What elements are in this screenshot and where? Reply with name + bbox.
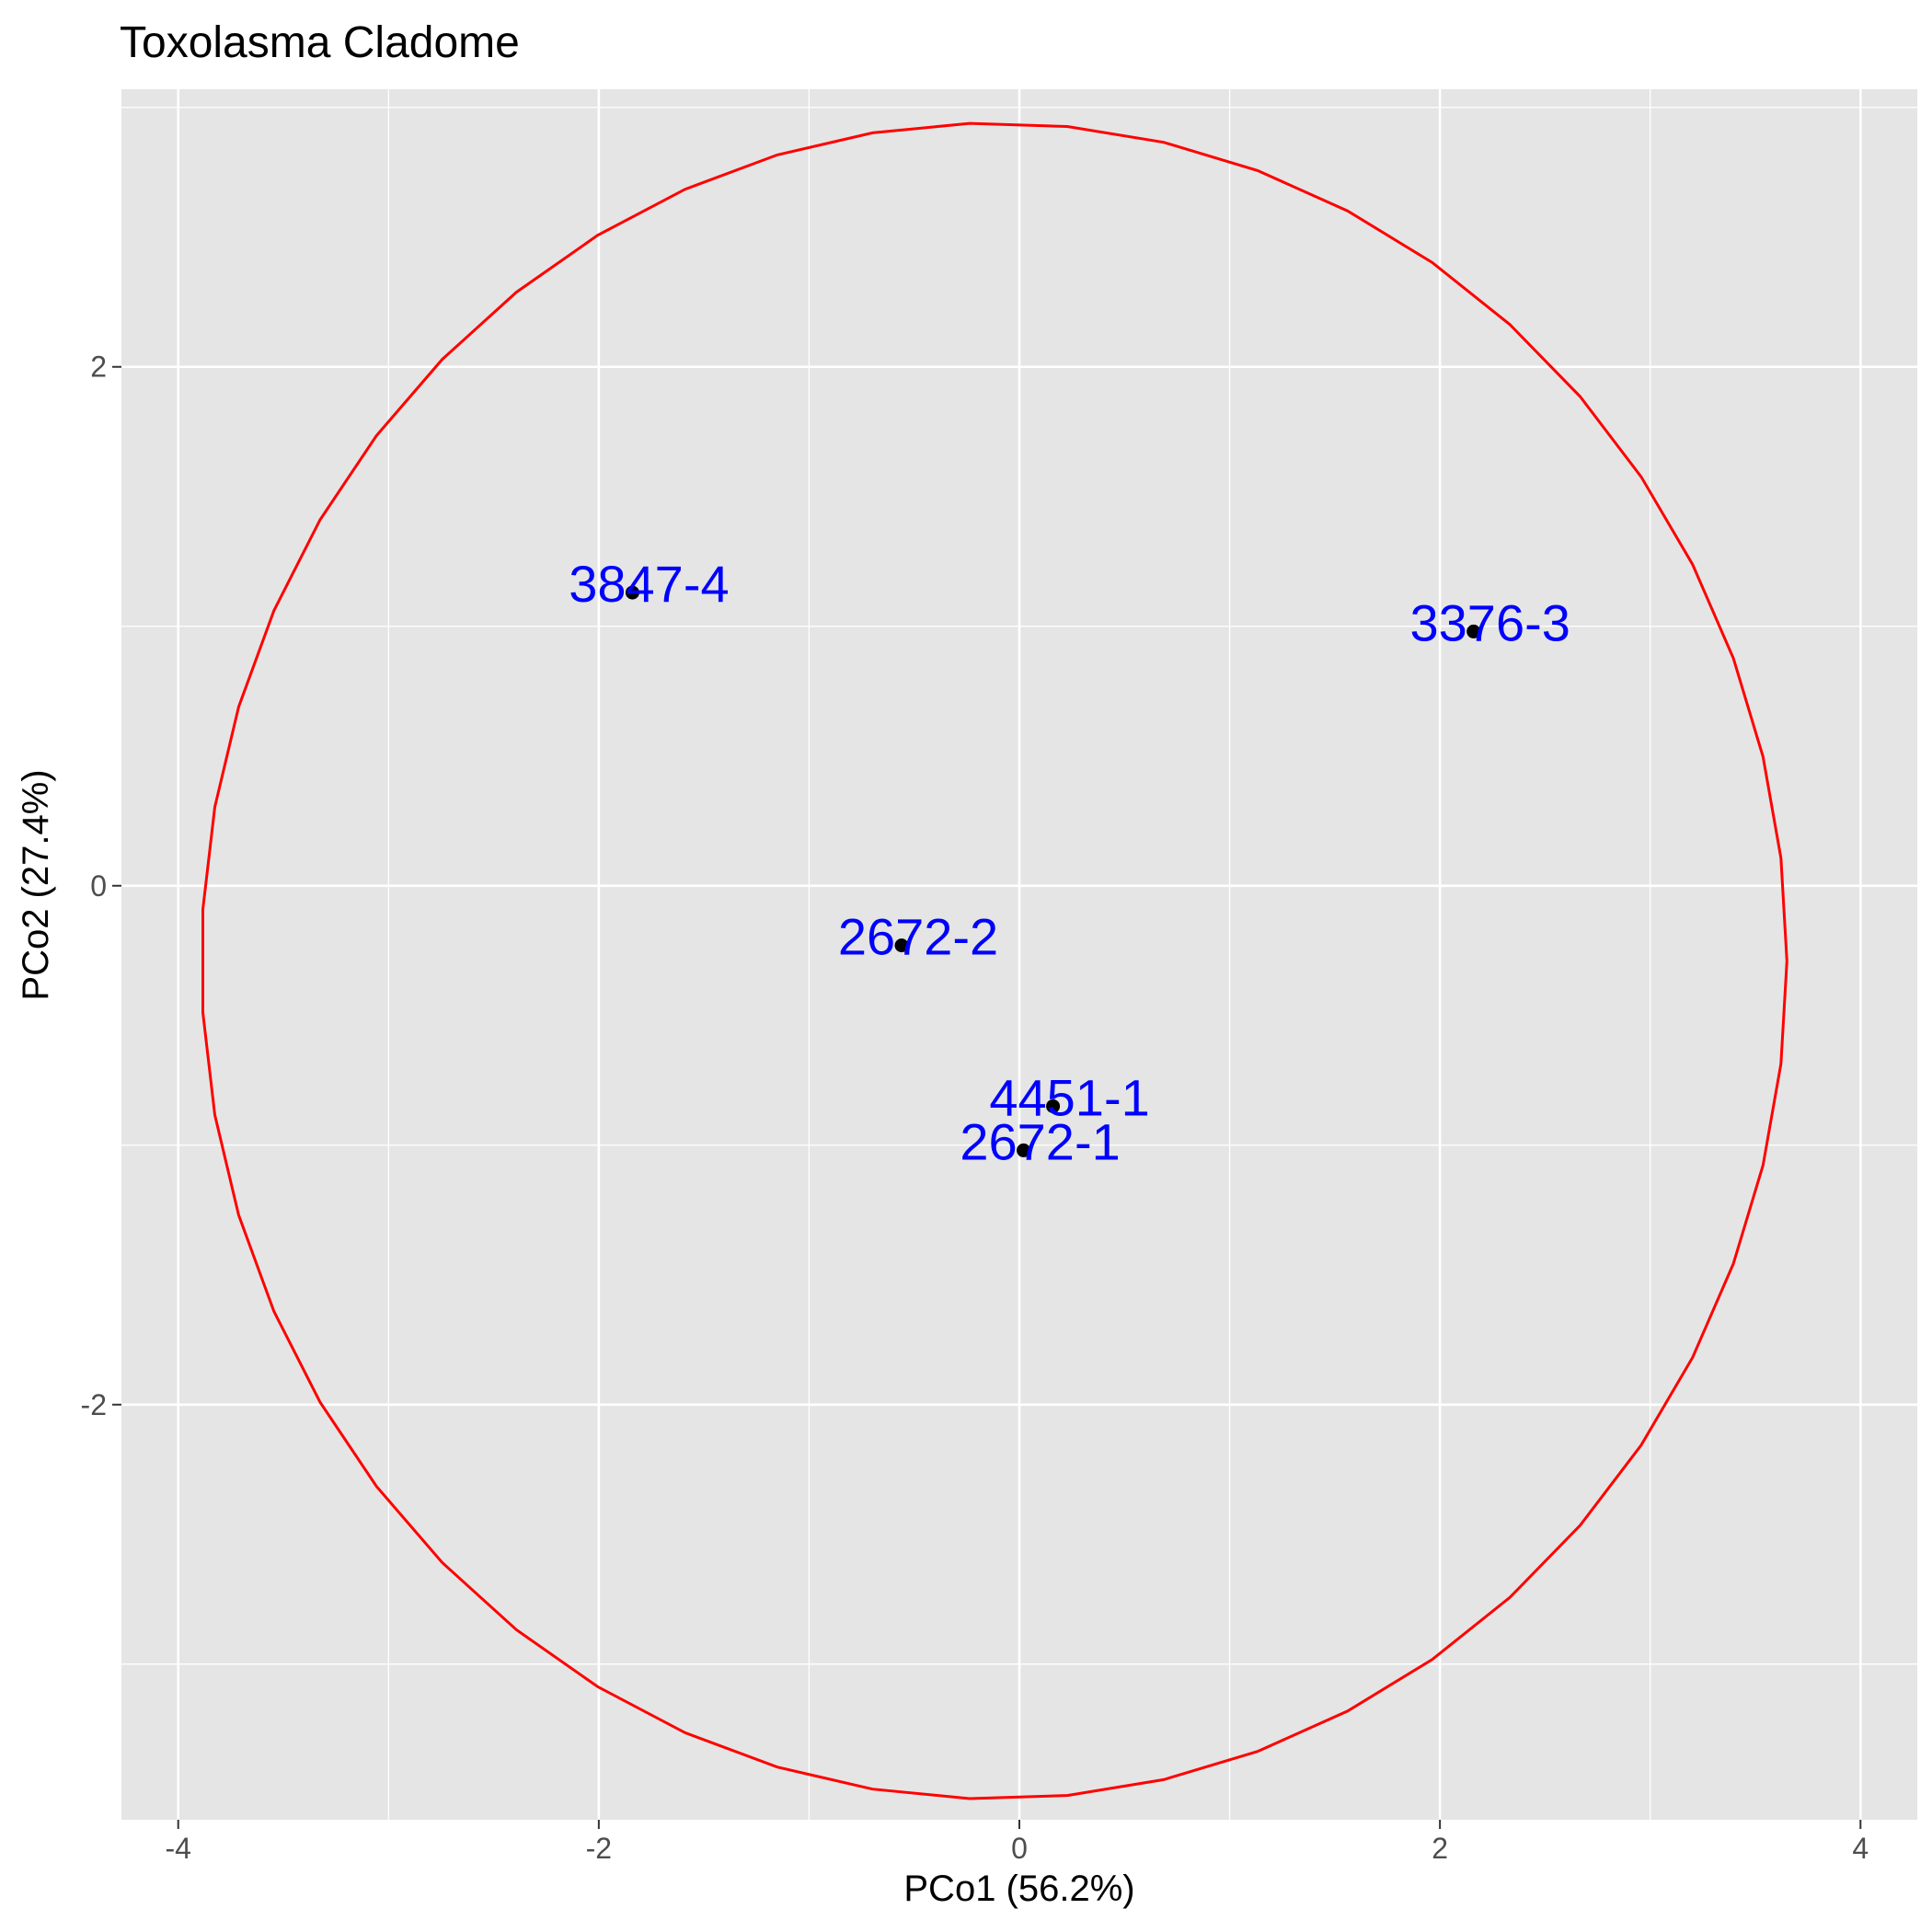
point-label: 2672-1 bbox=[960, 1112, 1120, 1170]
major-gridlines bbox=[121, 89, 1917, 1820]
y-tick-labels: -2 0 2 bbox=[81, 351, 107, 1421]
x-axis-title: PCo1 (56.2%) bbox=[903, 1869, 1134, 1909]
x-tick-label: 4 bbox=[1852, 1832, 1869, 1865]
data-point bbox=[1466, 624, 1481, 638]
data-point bbox=[1017, 1143, 1031, 1157]
y-axis-title: PCo2 (27.4%) bbox=[16, 769, 56, 1000]
y-tick-label: 2 bbox=[90, 351, 107, 384]
point-label: 4451-1 bbox=[989, 1068, 1149, 1126]
x-tick-labels: -4 -2 0 2 4 bbox=[165, 1832, 1869, 1865]
x-tick-label: -2 bbox=[586, 1832, 612, 1865]
x-tick-label: 0 bbox=[1011, 1832, 1028, 1865]
confidence-ellipse bbox=[201, 121, 1788, 1800]
point-label: 3847-4 bbox=[569, 555, 729, 613]
data-point bbox=[625, 585, 639, 600]
data-point bbox=[1046, 1098, 1061, 1113]
confidence-ellipse-layer bbox=[201, 121, 1788, 1800]
y-tick-label: -2 bbox=[81, 1388, 107, 1421]
chart-title: Toxolasma Cladome bbox=[120, 18, 520, 67]
point-label: 3376-3 bbox=[1410, 593, 1570, 651]
y-tick-label: 0 bbox=[90, 869, 107, 903]
x-tick-label: 2 bbox=[1432, 1832, 1448, 1865]
data-point bbox=[894, 938, 909, 953]
x-tick-label: -4 bbox=[165, 1832, 190, 1865]
axis-ticks bbox=[112, 365, 1862, 1829]
point-label: 2672-2 bbox=[838, 908, 998, 966]
data-points-layer bbox=[625, 585, 1481, 1157]
